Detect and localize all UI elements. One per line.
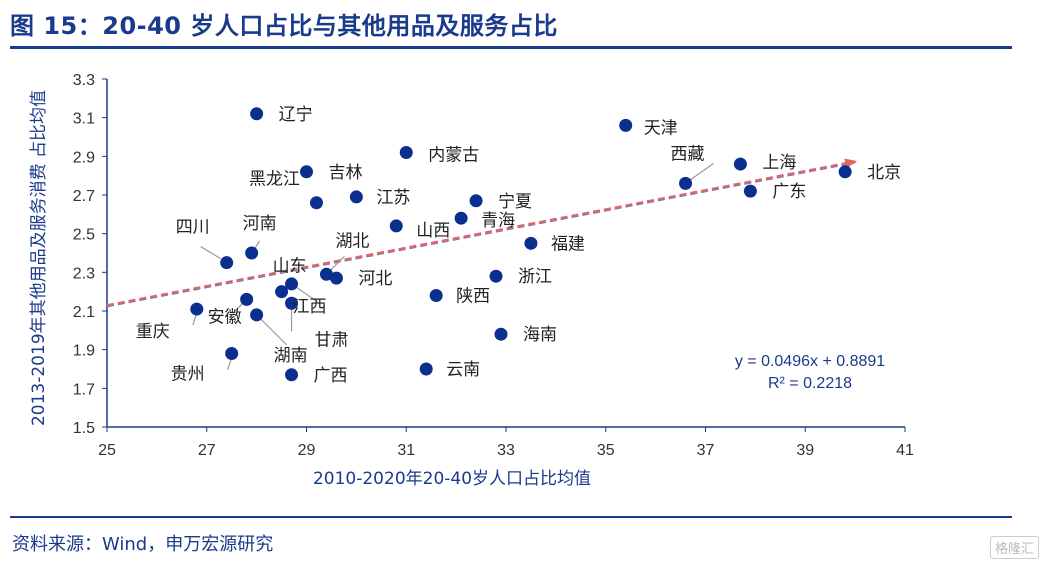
point-label: 江苏 xyxy=(376,188,410,208)
point-label: 辽宁 xyxy=(279,105,313,125)
y-tick-label: 1.9 xyxy=(73,343,95,360)
x-tick-label: 35 xyxy=(597,442,615,459)
point-label: 贵州 xyxy=(171,365,205,385)
point-label: 内蒙古 xyxy=(428,145,479,165)
y-tick-label: 2.3 xyxy=(73,265,95,282)
point-label: 山东 xyxy=(273,257,307,277)
point-label: 广东 xyxy=(772,182,806,202)
data-point xyxy=(524,236,538,250)
data-point xyxy=(285,368,299,382)
y-tick-label: 3.1 xyxy=(73,111,95,128)
trendline-arrow xyxy=(106,158,858,307)
y-tick-label: 2.5 xyxy=(73,227,95,244)
data-point xyxy=(220,256,234,270)
y-axis-title: 2013-2019年其他用品及服务消费 占比均值 xyxy=(29,90,49,426)
point-label: 上海 xyxy=(762,153,796,173)
point-label: 海南 xyxy=(523,325,557,345)
leader-line xyxy=(328,255,345,273)
data-point xyxy=(349,190,363,204)
footer-rule xyxy=(10,516,1012,518)
y-tick-label: 2.1 xyxy=(73,304,95,321)
r-squared: R² = 0.2218 xyxy=(768,375,852,392)
scatter-chart: 25 27 29 31 33 35 37 39 41 1.5 1.7 1.9 2.1 2.3 2.5 2.7 2… xyxy=(29,72,914,489)
point-label: 陕西 xyxy=(456,287,490,307)
y-tick-label: 1.7 xyxy=(73,381,95,398)
x-tick-label: 29 xyxy=(298,442,316,459)
point-label: 西藏 xyxy=(671,144,705,164)
y-tick-label: 2.9 xyxy=(73,149,95,166)
point-label: 河南 xyxy=(243,214,277,234)
x-tick-label: 25 xyxy=(98,442,116,459)
data-point xyxy=(329,271,343,285)
data-point xyxy=(275,285,289,299)
data-point xyxy=(679,176,693,190)
x-tick-label: 33 xyxy=(497,442,515,459)
point-label: 甘肃 xyxy=(315,330,349,350)
data-point xyxy=(240,292,254,306)
data-point xyxy=(225,347,239,361)
point-label: 天津 xyxy=(644,118,678,138)
point-label: 河北 xyxy=(358,269,392,289)
x-tick-label: 39 xyxy=(796,442,814,459)
title-rule xyxy=(10,46,1012,49)
point-label: 安徽 xyxy=(208,307,242,327)
x-tick-label: 41 xyxy=(896,442,914,459)
x-tick-label: 37 xyxy=(697,442,715,459)
leader-line xyxy=(232,302,244,314)
data-point xyxy=(494,327,508,341)
data-point xyxy=(250,107,264,121)
point-label: 浙江 xyxy=(518,267,552,287)
point-label: 湖北 xyxy=(335,231,369,251)
source-note: 资料来源：Wind，申万宏源研究 xyxy=(12,534,274,555)
watermark-logo: 格隆汇 xyxy=(989,536,1039,559)
y-tick-label: 2.7 xyxy=(73,188,95,205)
data-point xyxy=(743,184,757,198)
point-label: 云南 xyxy=(446,360,480,380)
chart-title: 图 15：20-40 岁人口占比与其他用品及服务占比 xyxy=(10,12,558,40)
regression-equation: y = 0.0496x + 0.8891 xyxy=(735,353,885,370)
data-point xyxy=(285,277,299,291)
point-label: 北京 xyxy=(867,163,901,183)
point-label: 青海 xyxy=(481,211,515,231)
y-tick-label: 3.3 xyxy=(73,72,95,89)
data-point xyxy=(389,219,403,233)
y-tick-label: 1.5 xyxy=(73,420,95,437)
data-point xyxy=(733,157,747,171)
data-point xyxy=(300,165,313,179)
point-label: 湖南 xyxy=(274,346,308,366)
data-point xyxy=(190,302,204,316)
point-label: 山西 xyxy=(416,221,450,241)
data-point xyxy=(619,118,633,132)
point-label: 宁夏 xyxy=(498,192,532,212)
data-point xyxy=(309,196,323,210)
x-tick-label: 31 xyxy=(397,442,415,459)
data-point xyxy=(285,296,299,310)
point-label: 重庆 xyxy=(136,322,170,342)
point-label: 吉林 xyxy=(329,163,363,183)
data-point xyxy=(469,194,483,208)
point-label: 四川 xyxy=(176,218,210,238)
data-point xyxy=(419,362,433,376)
point-label: 广西 xyxy=(314,366,348,386)
data-point xyxy=(838,165,852,179)
data-point xyxy=(245,246,259,260)
point-label: 黑龙江 xyxy=(249,170,300,190)
data-point xyxy=(454,211,468,225)
point-label: 福建 xyxy=(551,234,585,254)
x-tick-label: 27 xyxy=(198,442,216,459)
data-point xyxy=(399,145,413,159)
x-axis-title: 2010-2020年20-40岁人口占比均值 xyxy=(313,469,591,489)
data-point xyxy=(250,308,264,322)
leader-line xyxy=(256,314,288,346)
data-point xyxy=(319,267,333,281)
point-label: 江西 xyxy=(293,297,327,317)
leader-line xyxy=(200,246,222,260)
data-point xyxy=(429,289,443,303)
data-point xyxy=(489,269,503,283)
